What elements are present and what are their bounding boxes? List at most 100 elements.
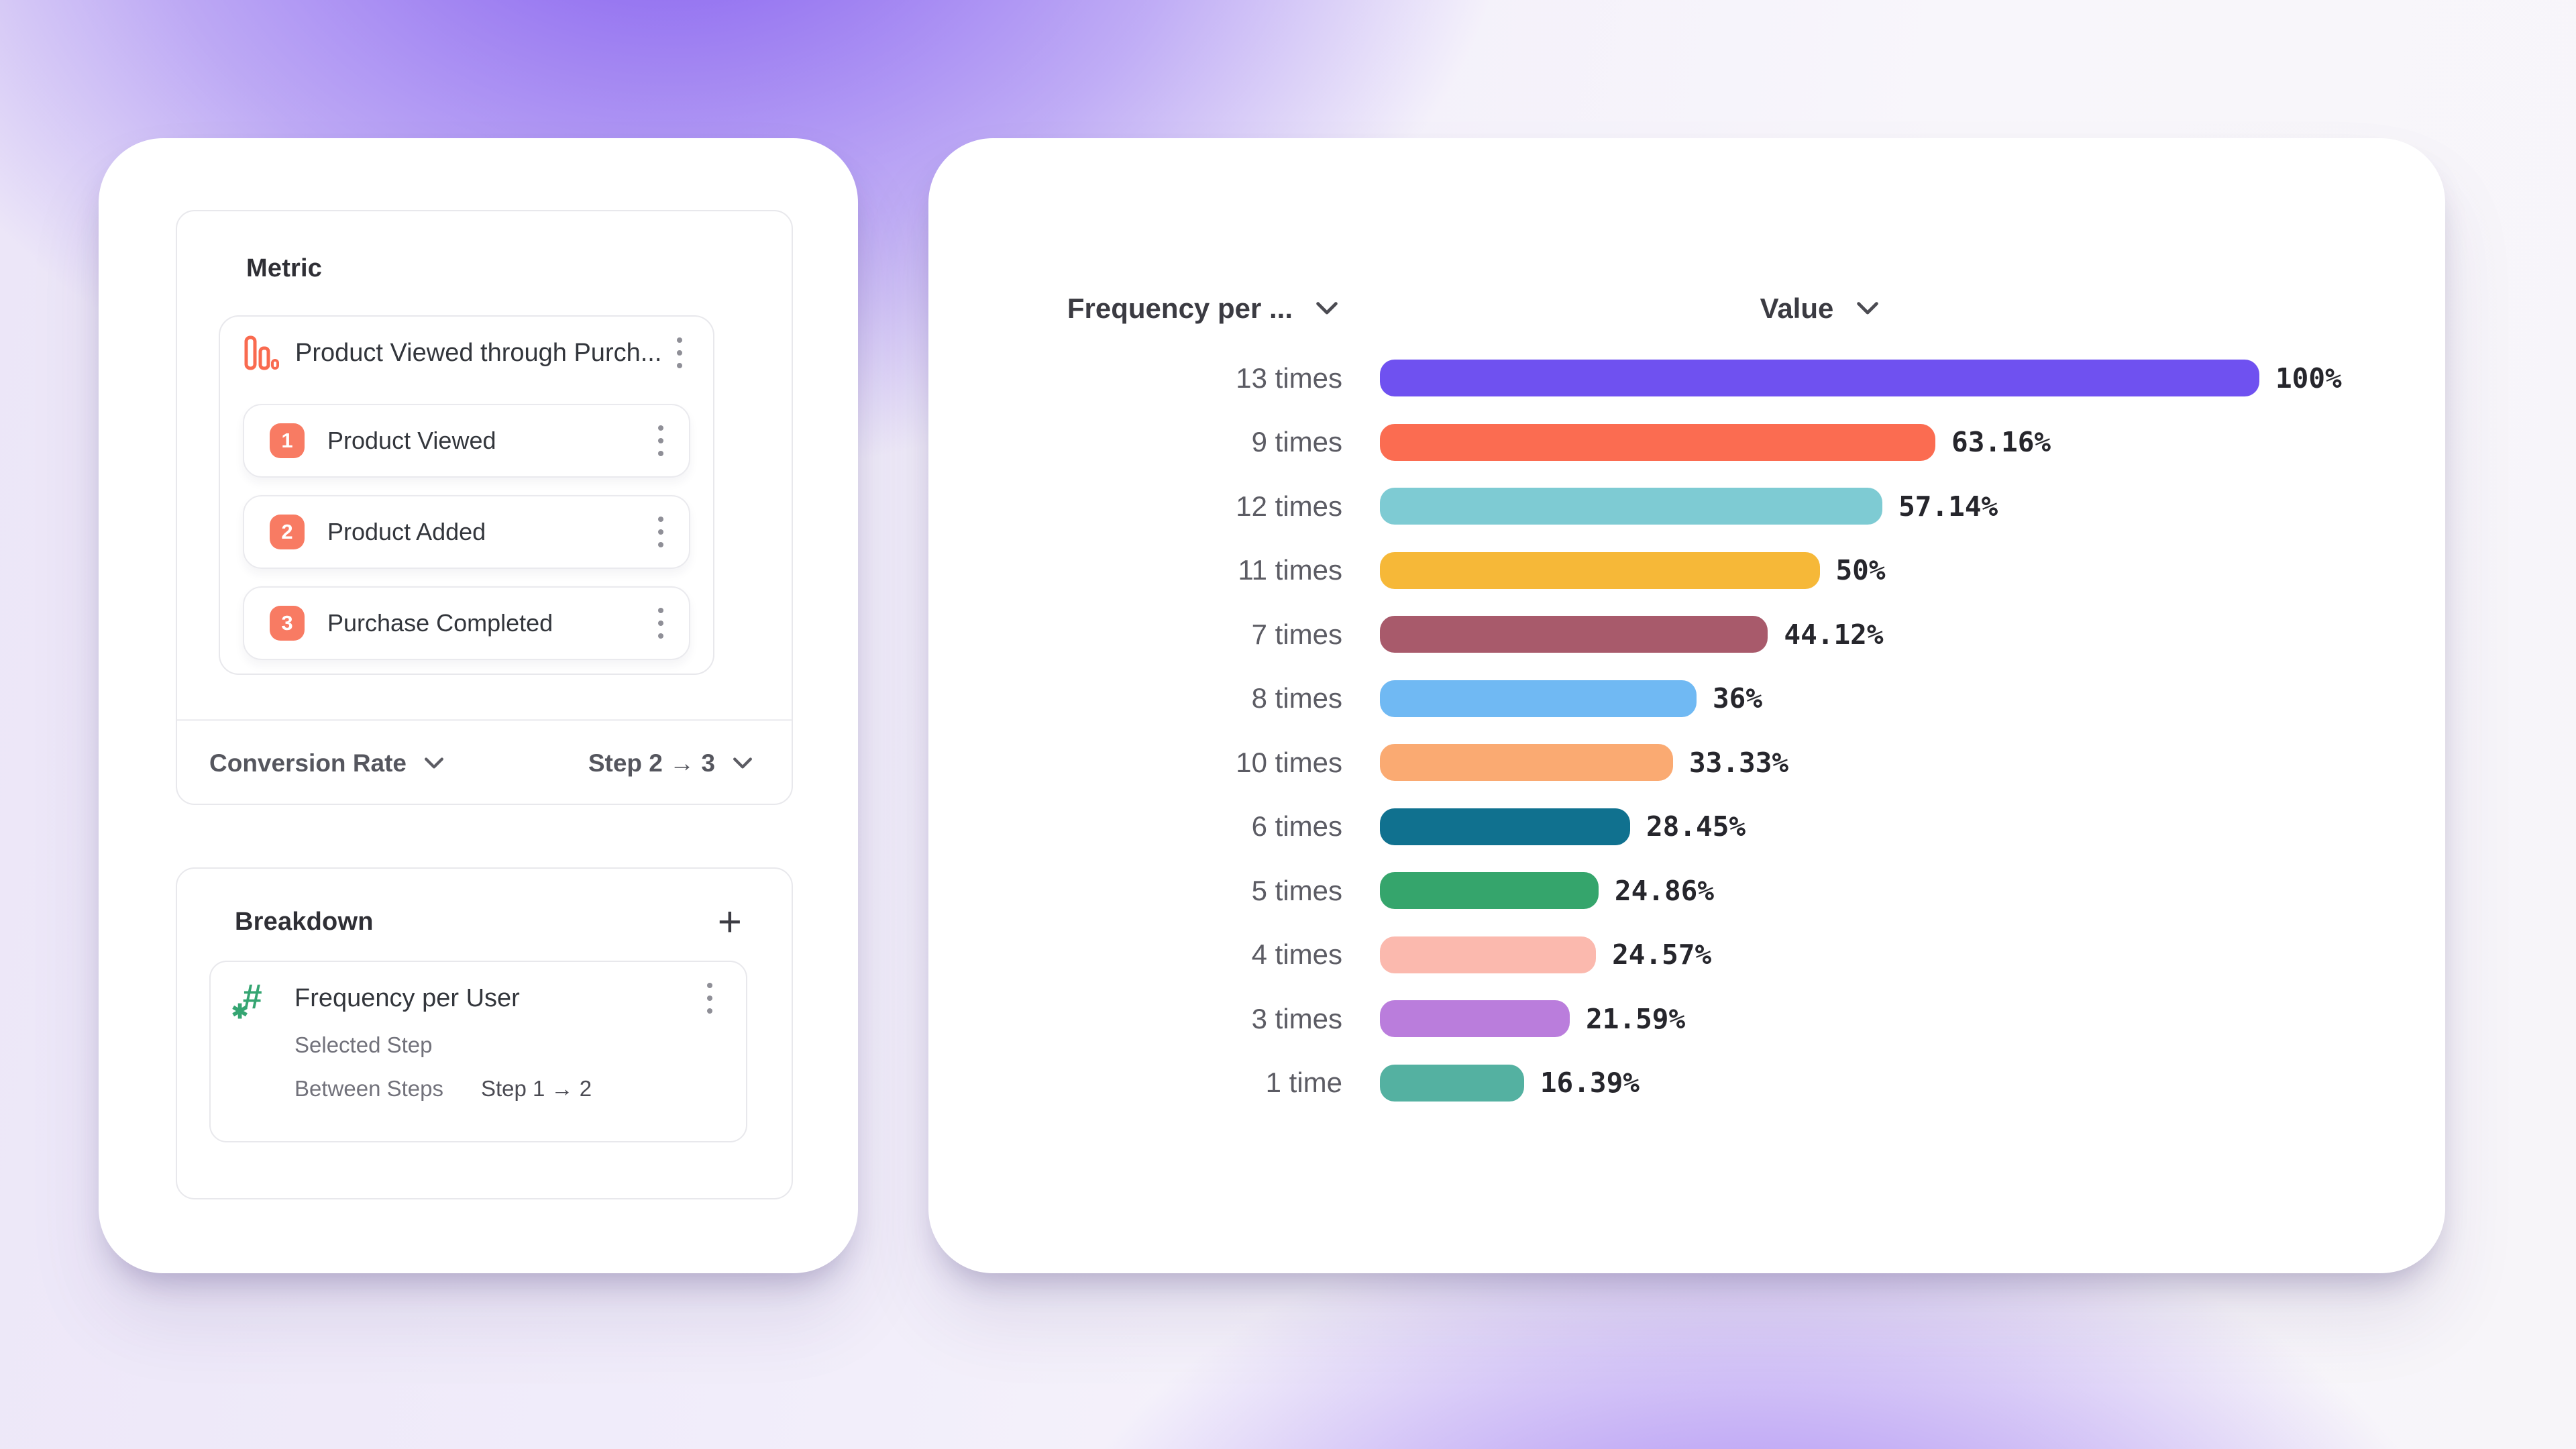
bar-row: 11 times 50% — [928, 539, 2445, 603]
bar-value-label: 24.86% — [1614, 874, 1715, 907]
bar-category-label: 1 time — [1265, 1067, 1342, 1099]
bar-track: 24.86% — [1380, 872, 2259, 910]
bar-track: 36% — [1380, 680, 2259, 717]
breakdown-card: Breakdown + # ✱ Frequency per User Select… — [176, 867, 793, 1199]
breakdown-card-title: Breakdown — [235, 908, 374, 936]
bar-value-label: 24.57% — [1612, 938, 1712, 971]
bar-row: 12 times 57.14% — [928, 474, 2445, 539]
step-number-badge: 2 — [270, 515, 305, 549]
step-range-label: Step 2 → 3 — [588, 749, 715, 777]
between-steps-value[interactable]: Step 1 → 2 — [480, 1076, 592, 1101]
chevron-down-icon — [425, 757, 443, 769]
bar[interactable] — [1380, 488, 1883, 525]
bar-track: 33.33% — [1380, 744, 2259, 782]
breakdown-item-header: # ✱ Frequency per User — [231, 977, 718, 1023]
bar-category-label: 12 times — [1236, 490, 1342, 522]
bar-row: 3 times 21.59% — [928, 987, 2445, 1051]
bar[interactable] — [1380, 1000, 1570, 1038]
bar[interactable] — [1380, 360, 2259, 397]
bar-value-label: 33.33% — [1688, 746, 1789, 779]
bar-row: 10 times 33.33% — [928, 731, 2445, 795]
metric-item-header[interactable]: Product Viewed through Purch... — [220, 317, 713, 389]
funnel-step[interactable]: 1 Product Viewed — [243, 404, 690, 478]
metric-name: Product Viewed through Purch... — [295, 338, 662, 367]
kebab-menu-icon[interactable] — [653, 513, 669, 551]
step-label: Product Added — [327, 518, 486, 545]
funnel-chart-icon — [244, 335, 279, 370]
bar[interactable] — [1380, 936, 1597, 973]
bar-value-label: 100% — [2275, 362, 2342, 394]
chart-panel: Frequency per ... Value 13 times 100% 9 … — [928, 138, 2445, 1273]
bar[interactable] — [1380, 744, 1673, 782]
metric-card: Metric Product Viewed through Purch... 1… — [176, 210, 793, 805]
bar-row: 8 times 36% — [928, 667, 2445, 731]
between-steps-row: Between Steps Step 1 → 2 — [294, 1076, 718, 1102]
step-number-badge: 3 — [270, 606, 305, 641]
bar-track: 57.14% — [1380, 488, 2259, 525]
kebab-menu-icon[interactable] — [702, 979, 718, 1018]
bar-track: 63.16% — [1380, 423, 2259, 461]
bar-value-label: 50% — [1835, 554, 1886, 587]
metric-card-title: Metric — [246, 254, 323, 282]
bar-track: 28.45% — [1380, 808, 2259, 845]
bar-category-label: 8 times — [1251, 682, 1342, 714]
bar-row: 5 times 24.86% — [928, 859, 2445, 923]
funnel-step[interactable]: 3 Purchase Completed — [243, 586, 690, 660]
bar[interactable] — [1380, 1064, 1524, 1102]
bar[interactable] — [1380, 808, 1630, 845]
between-steps-label: Between Steps — [294, 1076, 443, 1101]
chevron-down-icon — [733, 757, 752, 769]
add-breakdown-button[interactable]: + — [717, 898, 742, 945]
bar-category-label: 3 times — [1251, 1002, 1342, 1034]
conversion-rate-dropdown[interactable]: Conversion Rate — [209, 749, 444, 777]
breakdown-property-name: Frequency per User — [294, 983, 520, 1012]
bar-value-label: 28.45% — [1646, 810, 1746, 843]
step-range-dropdown[interactable]: Step 2 → 3 — [588, 749, 753, 777]
bar-track: 50% — [1380, 551, 2259, 589]
bar-chart: 13 times 100% 9 times 63.16% 12 times 57… — [928, 346, 2445, 1115]
category-column-dropdown[interactable]: Frequency per ... — [1067, 292, 1338, 325]
bar-track: 100% — [1380, 360, 2342, 397]
bar-category-label: 7 times — [1251, 618, 1342, 650]
bar-value-label: 63.16% — [1951, 426, 2051, 459]
bar-track: 16.39% — [1380, 1064, 2259, 1102]
kebab-menu-icon[interactable] — [672, 333, 688, 372]
funnel-step[interactable]: 2 Product Added — [243, 495, 690, 569]
bar-category-label: 5 times — [1251, 874, 1342, 906]
bar[interactable] — [1380, 872, 1599, 910]
bar-category-label: 10 times — [1236, 746, 1342, 778]
value-column-dropdown[interactable]: Value — [1760, 292, 1880, 325]
bar-track: 24.57% — [1380, 936, 2259, 973]
bar[interactable] — [1380, 680, 1697, 717]
bar-row: 1 time 16.39% — [928, 1051, 2445, 1116]
kebab-menu-icon[interactable] — [653, 421, 669, 460]
bar[interactable] — [1380, 551, 1820, 589]
bar-row: 13 times 100% — [928, 346, 2445, 411]
bar-row: 9 times 63.16% — [928, 411, 2445, 475]
chart-column-headers: Frequency per ... Value — [928, 272, 2445, 345]
metric-footer: Conversion Rate Step 2 → 3 — [177, 721, 792, 806]
bar-value-label: 16.39% — [1540, 1067, 1640, 1099]
chevron-down-icon — [1316, 302, 1338, 315]
kebab-menu-icon[interactable] — [653, 604, 669, 643]
breakdown-item[interactable]: # ✱ Frequency per User Selected Step Betw… — [209, 961, 747, 1142]
chevron-down-icon — [1857, 302, 1879, 315]
bar[interactable] — [1380, 423, 1936, 461]
bar-category-label: 4 times — [1251, 938, 1342, 971]
conversion-rate-label: Conversion Rate — [209, 749, 407, 777]
selected-step-label: Selected Step — [294, 1032, 433, 1057]
bar-track: 21.59% — [1380, 1000, 2259, 1038]
divider — [177, 719, 792, 721]
breakdown-header: Breakdown + — [177, 869, 792, 945]
metric-item: Product Viewed through Purch... 1 Produc… — [219, 315, 714, 675]
bar-value-label: 57.14% — [1898, 490, 1998, 523]
bar[interactable] — [1380, 616, 1768, 653]
bar-category-label: 11 times — [1238, 554, 1342, 586]
bar-row: 7 times 44.12% — [928, 602, 2445, 667]
bar-category-label: 6 times — [1251, 810, 1342, 843]
step-label: Product Viewed — [327, 427, 496, 454]
category-column-label: Frequency per ... — [1067, 292, 1293, 324]
hash-star-icon: # ✱ — [231, 977, 262, 1023]
bar-value-label: 36% — [1712, 682, 1763, 715]
